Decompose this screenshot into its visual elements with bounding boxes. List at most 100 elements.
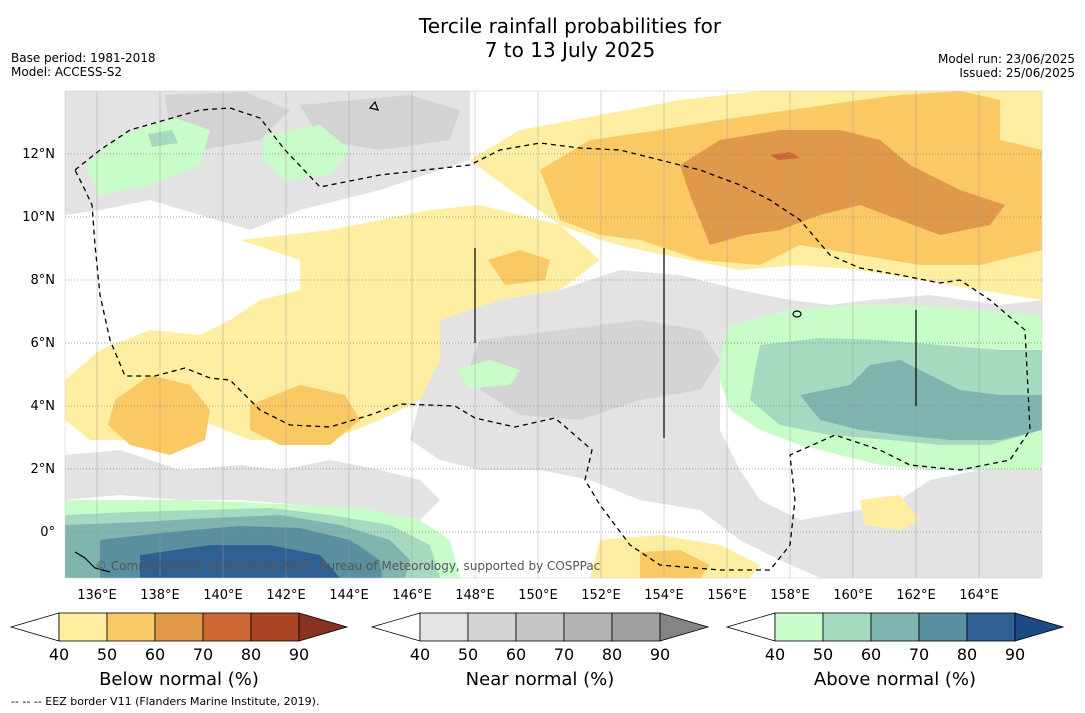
colorbar-cell — [106, 612, 156, 642]
below-normal-region-s-patch-orange — [640, 550, 710, 578]
lon-label-164e: 164°E — [959, 588, 999, 603]
model-name: Model: ACCESS-S2 — [11, 65, 123, 79]
colorbar-3: 40 50 60 70 80 90 Above normal (%) — [725, 612, 1065, 690]
colorbar-tick-label: 90 — [650, 645, 670, 664]
below-normal-region-s-orange — [250, 385, 360, 445]
colorbar-tick-label: 80 — [957, 645, 977, 664]
colorbar-max-extension — [1014, 612, 1065, 642]
issued-date: Issued: 25/06/2025 — [959, 66, 1075, 80]
colorbar-tick-label: 40 — [765, 645, 785, 664]
base-period: Base period: 1981-2018 — [11, 51, 156, 65]
below-normal-region-ne-dark — [680, 130, 1005, 245]
above-normal-region-sw-darkest — [140, 545, 340, 578]
colorbar-tick-label: 80 — [241, 645, 261, 664]
lat-label-2n: 2°N — [31, 462, 56, 477]
colorbar-max-extension — [659, 612, 710, 642]
map-fields: © Commonwealth of Australia 2025, Bureau… — [65, 91, 1042, 578]
model-run: Model run: 23/06/2025 — [937, 52, 1075, 66]
colorbar-tick-label: 90 — [289, 645, 309, 664]
colorbar-min-extension — [9, 612, 60, 642]
above-normal-region-nw-dark — [148, 130, 178, 147]
meta-right: Model run: 23/06/2025 Issued: 25/06/2025 — [938, 52, 1075, 80]
colorbar-tick-label: 60 — [506, 645, 526, 664]
lon-label-148e: 148°E — [455, 588, 495, 603]
colorbar-tick-label: 60 — [145, 645, 165, 664]
lon-label-160e: 160°E — [833, 588, 873, 603]
islands — [74, 100, 917, 573]
meta-left: Base period: 1981-2018 Model: ACCESS-S2 — [11, 51, 156, 79]
lat-label-0: 0° — [40, 525, 55, 540]
colorbar-tick-label: 40 — [410, 645, 430, 664]
below-normal-region-sw-orange — [108, 375, 210, 455]
colorbar-label: Below normal (%) — [99, 669, 259, 690]
below-normal-region-small-orange — [488, 250, 550, 285]
lon-label-162e: 162°E — [896, 588, 936, 603]
below-normal-region-se-patch — [860, 495, 920, 530]
eez-footer-note: -- -- -- EEZ border V11 (Flanders Marine… — [11, 695, 320, 708]
eez-border — [74, 107, 1031, 571]
colorbar-cell — [774, 612, 824, 642]
colorbar-cell — [563, 612, 613, 642]
colorbar-tick-label: 70 — [554, 645, 574, 664]
latitude-labels: 12°N 10°N 8°N 6°N 4°N 2°N 0° — [22, 147, 55, 540]
colorbar-2: 40 50 60 70 80 90 Near normal (%) — [370, 612, 710, 690]
lat-label-8n: 8°N — [31, 273, 56, 288]
colorbar-1: 40 50 60 70 80 90 Below normal (%) — [9, 612, 349, 690]
colorbar-tick-label: 50 — [97, 645, 117, 664]
colorbar-tick-label: 90 — [1005, 645, 1025, 664]
colorbar-tick-label: 70 — [193, 645, 213, 664]
longitude-labels: 136°E 138°E 140°E 142°E 144°E 146°E 148°… — [77, 588, 999, 603]
lon-label-140e: 140°E — [203, 588, 243, 603]
colorbar-tick-label: 80 — [602, 645, 622, 664]
colorbar-cell — [58, 612, 108, 642]
above-normal-region-nw-2 — [262, 125, 350, 180]
lat-label-10n: 10°N — [22, 210, 55, 225]
colorbar-cell — [202, 612, 252, 642]
near-normal-region-south — [65, 450, 440, 520]
below-normal-region-central — [65, 205, 600, 440]
colorbar-tick-label: 70 — [909, 645, 929, 664]
colorbar-cell — [611, 612, 661, 642]
lat-label-4n: 4°N — [31, 399, 56, 414]
lat-label-6n: 6°N — [31, 336, 56, 351]
lon-label-156e: 156°E — [707, 588, 747, 603]
colorbar-max-extension — [298, 612, 349, 642]
near-normal-region-n-dark — [300, 95, 460, 150]
colorbar-cell — [515, 612, 565, 642]
colorbar-cell — [966, 612, 1016, 642]
near-normal-region-central-dark — [470, 320, 720, 420]
colorbar-min-extension — [725, 612, 776, 642]
lon-label-150e: 150°E — [518, 588, 558, 603]
colorbars: 40 50 60 70 80 90 Below normal (%) 40 50 60 70 80 90… — [9, 612, 1065, 690]
above-normal-region-nw — [85, 118, 210, 195]
colorbar-min-extension — [370, 612, 421, 642]
colorbar-tick-label: 50 — [813, 645, 833, 664]
colorbar-label: Near normal (%) — [466, 669, 615, 690]
lon-label-138e: 138°E — [140, 588, 180, 603]
colorbar-label: Above normal (%) — [814, 669, 976, 690]
title-line-1: Tercile rainfall probabilities for — [418, 14, 722, 38]
map-title: Tercile rainfall probabilities for 7 to … — [320, 14, 820, 62]
below-normal-region-ne-darkest — [770, 152, 800, 160]
colorbar-cell — [918, 612, 968, 642]
lon-label-154e: 154°E — [644, 588, 684, 603]
colorbar-cell — [870, 612, 920, 642]
colorbar-cell — [154, 612, 204, 642]
lon-label-146e: 146°E — [392, 588, 432, 603]
lon-label-136e: 136°E — [77, 588, 117, 603]
above-normal-region-east-dark — [800, 360, 1042, 440]
lon-label-142e: 142°E — [266, 588, 306, 603]
lon-label-144e: 144°E — [329, 588, 369, 603]
colorbar-cell — [467, 612, 517, 642]
lon-label-152e: 152°E — [581, 588, 621, 603]
copyright-notice: © Commonwealth of Australia 2025, Bureau… — [95, 559, 600, 573]
colorbar-cell — [822, 612, 872, 642]
lon-label-158e: 158°E — [770, 588, 810, 603]
colorbar-tick-label: 40 — [49, 645, 69, 664]
graticule — [65, 153, 1042, 533]
colorbar-cell — [419, 612, 469, 642]
colorbar-tick-label: 60 — [861, 645, 881, 664]
title-line-2: 7 to 13 July 2025 — [484, 38, 656, 62]
graticule-meridians — [96, 91, 980, 578]
